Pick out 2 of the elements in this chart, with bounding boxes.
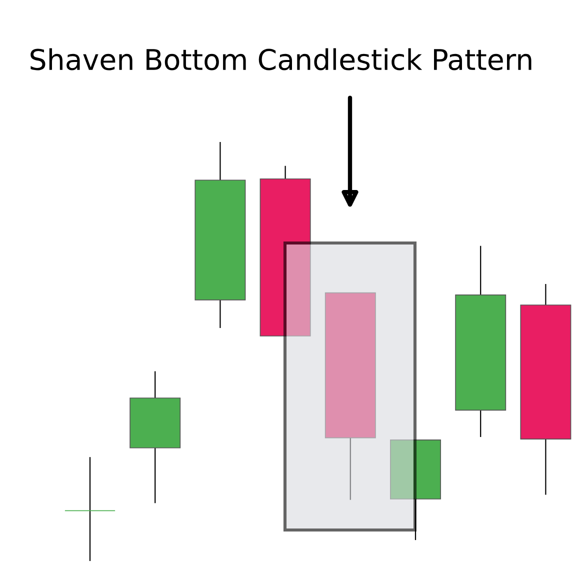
candlestick bbox=[64, 456, 116, 561]
chart-title: Shaven Bottom Candlestick Pattern bbox=[30, 48, 532, 70]
